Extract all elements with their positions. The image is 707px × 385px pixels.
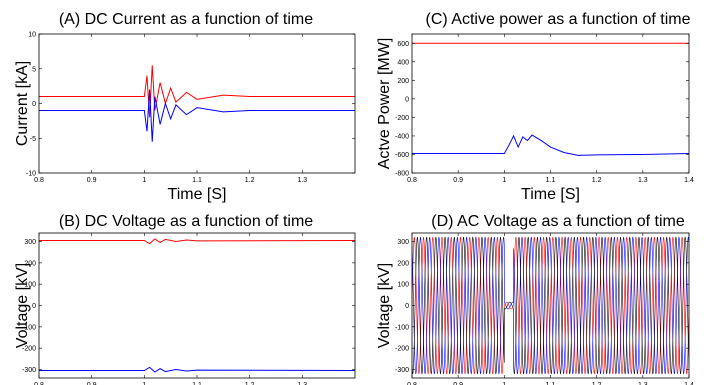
chart-title: (D) AC Voltage as a function of time	[431, 213, 685, 230]
x-tick-label: 1.4	[684, 177, 694, 184]
x-tick-label: 0.8	[34, 177, 44, 184]
x-tick-label: 0.9	[453, 177, 463, 184]
x-tick-label: 1	[502, 177, 506, 184]
y-tick-label: -200	[395, 115, 409, 122]
plot-area	[39, 238, 355, 373]
x-tick-label: 1.2	[592, 177, 602, 184]
y-tick-label: 100	[397, 282, 409, 289]
y-axis-label: Actve Power [MW]	[376, 38, 393, 170]
x-tick-label: 1.1	[546, 177, 556, 184]
x-tick-label: 1.1	[192, 177, 202, 184]
series-line-blue	[39, 366, 355, 373]
x-tick-label: 0.9	[87, 382, 97, 385]
y-tick-label: -100	[395, 324, 409, 331]
y-tick-label: -600	[395, 152, 409, 159]
y-tick-label: 400	[397, 59, 409, 66]
series-line-blue	[412, 134, 689, 156]
x-tick-label: 0.8	[407, 177, 417, 184]
x-tick-label: 1.2	[245, 177, 255, 184]
axes-box	[38, 33, 356, 174]
x-tick-label: 0.9	[453, 382, 463, 385]
x-tick-label: 1.3	[297, 382, 307, 385]
x-axis-label: Time [S]	[521, 186, 580, 203]
x-tick-label: 1.1	[546, 382, 556, 385]
y-tick-label: -400	[395, 133, 409, 140]
y-tick-label: 300	[24, 239, 36, 246]
x-tick-label: 0.8	[407, 382, 417, 385]
x-tick-label: 1.4	[684, 382, 694, 385]
chart-dc-current: (A) DC Current as a function of time 0.8 0…	[14, 11, 356, 203]
y-tick-label: 5	[32, 66, 36, 73]
y-tick-label: 10	[28, 32, 36, 39]
y-tick-label: -100	[22, 324, 36, 331]
x-tick-label: 1.1	[192, 382, 202, 385]
y-tick-label: 0	[32, 303, 36, 310]
x-tick-label: 0.9	[87, 177, 97, 184]
y-tick-label: -10	[26, 171, 36, 178]
x-tick-label: 1	[502, 382, 506, 385]
chart-dc-voltage: (B) DC Voltage as a function of time 0.8 0…	[14, 213, 356, 385]
phase-line-red	[412, 236, 689, 375]
y-tick-label: 0	[32, 101, 36, 108]
x-tick-label: 1.3	[297, 177, 307, 184]
phase-line-black	[412, 236, 689, 375]
y-tick-label: 200	[397, 260, 409, 267]
axes-box	[38, 232, 356, 379]
x-tick-label: 1.2	[592, 382, 602, 385]
chart-title: (A) DC Current as a function of time	[59, 11, 313, 28]
x-tick-label: 1	[142, 177, 146, 184]
plot-area	[412, 42, 689, 156]
y-tick-label: 0	[405, 96, 409, 103]
axes-box	[411, 33, 690, 174]
phase-line-blue	[412, 236, 689, 375]
chart-active-power: (C) Active power as a function of time 0.…	[376, 11, 694, 203]
y-tick-label: -300	[395, 367, 409, 374]
y-tick-label: 300	[397, 239, 409, 246]
y-tick-label: 0	[405, 303, 409, 310]
series-line-blue	[39, 89, 355, 142]
y-tick-label: 600	[397, 41, 409, 48]
y-axis-label: Current [kA]	[14, 61, 31, 146]
y-tick-label: -800	[395, 171, 409, 178]
x-tick-label: 0.8	[34, 382, 44, 385]
y-tick-label: 100	[24, 282, 36, 289]
x-tick-label: 1.3	[638, 177, 648, 184]
x-tick-label: 1	[142, 382, 146, 385]
y-tick-label: -300	[22, 367, 36, 374]
plot-area	[412, 236, 689, 375]
y-tick-label: -200	[22, 346, 36, 353]
plot-area	[39, 65, 355, 142]
y-tick-label: 200	[397, 78, 409, 85]
chart-title: (B) DC Voltage as a function of time	[59, 213, 313, 230]
x-axis-label: Time [S]	[168, 186, 227, 203]
series-line-red	[39, 65, 355, 118]
y-axis-label: Voltage [kV]	[376, 263, 393, 348]
chart-title: (C) Active power as a function of time	[426, 11, 691, 28]
y-axis-label: Voltage [kV]	[14, 263, 31, 348]
y-tick-label: -5	[30, 136, 36, 143]
x-tick-label: 1.3	[638, 382, 648, 385]
series-line-red	[39, 238, 355, 245]
y-tick-label: -200	[395, 346, 409, 353]
y-tick-label: 200	[24, 260, 36, 267]
chart-ac-voltage: (D) AC Voltage as a function of time 0.8 0…	[376, 213, 694, 385]
x-tick-label: 1.2	[245, 382, 255, 385]
